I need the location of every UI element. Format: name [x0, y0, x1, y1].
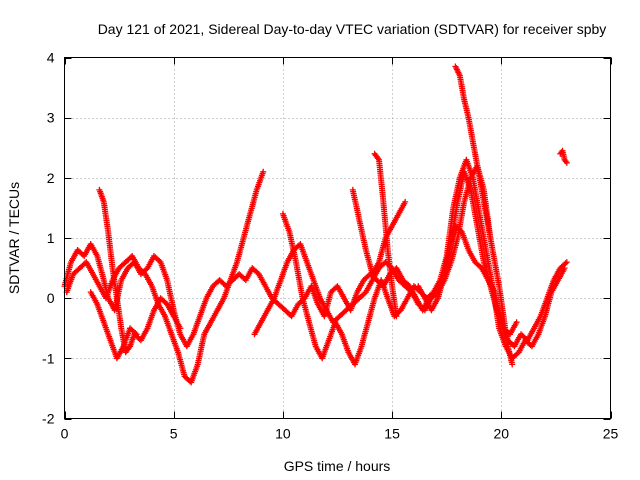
- series-trace-i: [452, 63, 516, 368]
- x-tick-label: 5: [170, 426, 178, 442]
- data-point: [562, 260, 569, 267]
- data-point: [509, 361, 516, 368]
- x-tick-label: 20: [494, 426, 510, 442]
- data-point: [563, 159, 570, 166]
- x-tick-labels: 0 5 10 15 20 25: [61, 426, 619, 442]
- x-tick-label: 0: [61, 426, 69, 442]
- data-point: [133, 331, 140, 338]
- data-point: [132, 330, 139, 337]
- data-point: [563, 259, 570, 266]
- y-tick-label: -1: [42, 350, 55, 366]
- data-point: [561, 265, 568, 272]
- grid-lines: [64, 57, 611, 419]
- data-point: [393, 313, 400, 320]
- axis-ticks: [64, 57, 612, 420]
- y-tick-label: 4: [47, 50, 55, 66]
- y-tick-label: 2: [47, 170, 55, 186]
- data-point: [177, 325, 184, 332]
- y-tick-label: 1: [47, 230, 55, 246]
- series-trace-c: [96, 186, 184, 356]
- y-tick-label: -2: [42, 411, 55, 427]
- series-trace-d: [87, 289, 140, 362]
- y-tick-label: 0: [47, 290, 55, 306]
- x-axis-title: GPS time / hours: [284, 458, 391, 474]
- x-tick-label: 15: [384, 426, 400, 442]
- y-axis-title: SDTVAR / TECUs: [6, 182, 22, 294]
- data-points: [61, 63, 570, 386]
- data-point: [260, 168, 267, 175]
- series-trace-h: [371, 150, 400, 320]
- y-tick-label: 3: [47, 110, 55, 126]
- series-trace-k: [557, 147, 570, 166]
- x-tick-label: 25: [603, 426, 619, 442]
- data-point: [402, 198, 409, 205]
- plot-frame: [64, 57, 611, 419]
- chart-title: Day 121 of 2021, Sidereal Day-to-day VTE…: [98, 21, 607, 37]
- y-tick-labels: -2 -1 0 1 2 3 4: [42, 50, 55, 427]
- x-tick-label: 10: [275, 426, 291, 442]
- series-trace-g: [349, 186, 409, 278]
- data-point: [513, 319, 520, 326]
- series-trace-j: [415, 168, 520, 338]
- series-trace-b: [63, 168, 267, 386]
